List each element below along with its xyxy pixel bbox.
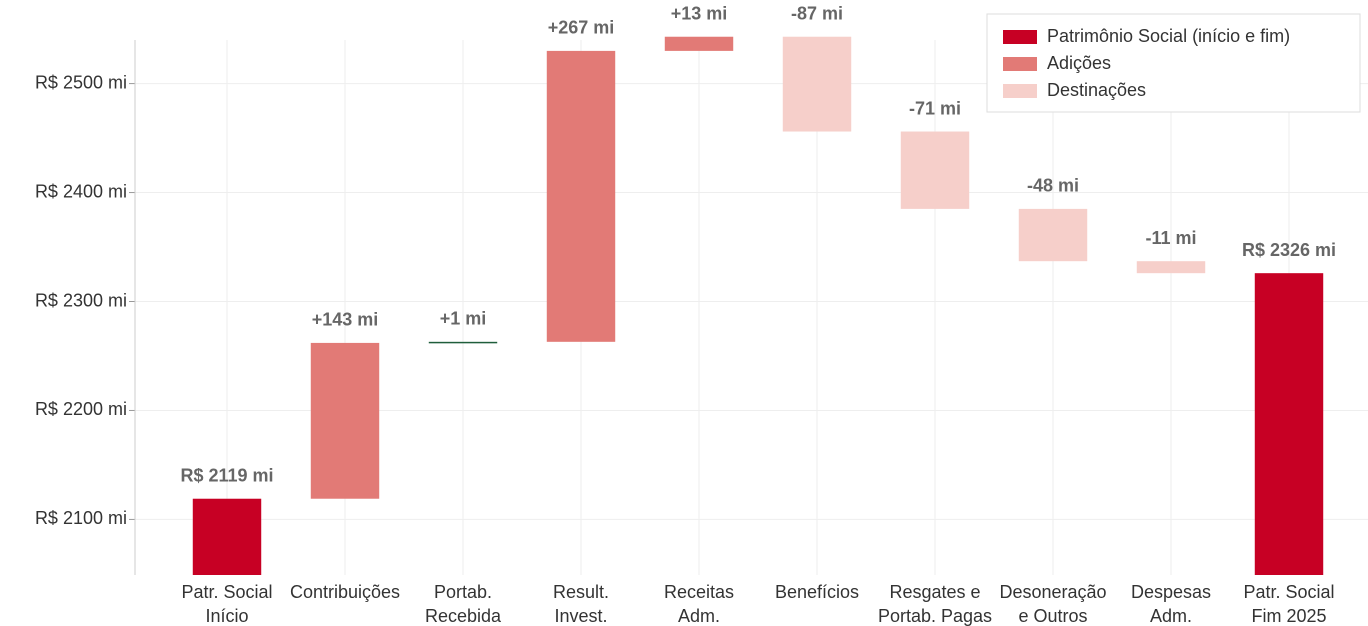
value-label: R$ 2119 mi <box>180 465 273 485</box>
x-tick-label: Contribuições <box>290 582 400 602</box>
bar <box>1136 261 1206 274</box>
x-tick-label-line: Result. <box>553 582 609 602</box>
value-label: +143 mi <box>312 310 379 330</box>
x-tick-label-line: Recebida <box>425 606 502 626</box>
y-tick-label: R$ 2100 mi <box>35 508 127 528</box>
x-tick-label-line: Desoneração <box>999 582 1106 602</box>
bar <box>428 341 498 344</box>
value-label: -71 mi <box>909 98 961 118</box>
x-tick-label-line: Invest. <box>554 606 607 626</box>
legend-label: Patrimônio Social (início e fim) <box>1047 26 1290 46</box>
x-tick-label-line: Portab. <box>434 582 492 602</box>
x-tick-label: Resgates e Portab. Pagas <box>878 582 992 626</box>
value-label: R$ 2326 mi <box>1242 240 1336 260</box>
x-tick-label: Patr. Social Início <box>181 582 272 626</box>
x-tick-label: Receitas Adm. <box>664 582 734 626</box>
bar <box>664 36 734 51</box>
bar <box>310 342 380 499</box>
y-tick-label: R$ 2200 mi <box>35 399 127 419</box>
legend-label: Destinações <box>1047 80 1146 100</box>
x-tick-label-line: Fim 2025 <box>1251 606 1326 626</box>
y-tick-label: R$ 2300 mi <box>35 290 127 310</box>
value-label: +1 mi <box>440 309 487 329</box>
value-label: -11 mi <box>1145 228 1196 248</box>
x-tick-label: Result. Invest. <box>553 582 609 626</box>
bar <box>192 498 262 575</box>
x-tick-label-line: Receitas <box>664 582 734 602</box>
x-tick-label: Benefícios <box>775 582 859 602</box>
bar <box>546 50 616 342</box>
bar <box>782 36 852 132</box>
value-label: -87 mi <box>791 3 843 23</box>
bar <box>1254 273 1324 575</box>
x-tick-label-line: Despesas <box>1131 582 1211 602</box>
x-tick-label-line: Patr. Social <box>181 582 272 602</box>
value-label: -48 mi <box>1027 176 1079 196</box>
bar <box>900 131 970 209</box>
legend-swatch <box>1003 30 1037 44</box>
legend-box <box>986 13 1361 113</box>
legend-label: Adições <box>1047 53 1111 73</box>
legend-swatch <box>1003 84 1037 98</box>
x-tick-label: Patr. Social Fim 2025 <box>1243 582 1334 626</box>
x-tick-label: Desoneração e Outros <box>999 582 1106 626</box>
x-tick-label-line: Patr. Social <box>1243 582 1334 602</box>
x-tick-label-line: Portab. Pagas <box>878 606 992 626</box>
x-tick-label-line: Resgates e <box>889 582 980 602</box>
value-label: +267 mi <box>548 18 615 38</box>
bar <box>1018 208 1088 262</box>
y-tick-label: R$ 2500 mi <box>35 72 127 92</box>
x-tick-label-line: e Outros <box>1018 606 1087 626</box>
x-tick-label-line: Benefícios <box>775 582 859 602</box>
x-tick-label-line: Contribuições <box>290 582 400 602</box>
x-tick-label: Portab. Recebida <box>425 582 502 626</box>
x-tick-label: Despesas Adm. <box>1131 582 1211 626</box>
x-tick-label-line: Adm. <box>1150 606 1192 626</box>
y-tick-label: R$ 2400 mi <box>35 181 127 201</box>
value-label: +13 mi <box>671 3 728 23</box>
x-tick-label-line: Início <box>205 606 248 626</box>
legend-swatch <box>1003 57 1037 71</box>
x-tick-label-line: Adm. <box>678 606 720 626</box>
